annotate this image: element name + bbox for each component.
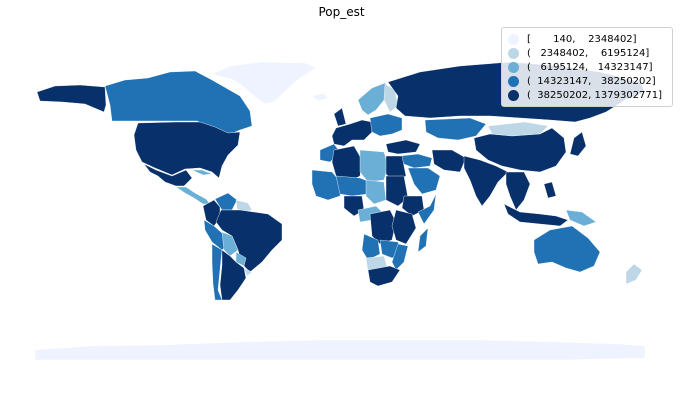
region-united-states: [133, 121, 241, 179]
region-brazil: [215, 209, 283, 273]
region-west-africa: [311, 169, 343, 201]
region-south-africa: [367, 265, 401, 287]
region-mexico: [143, 163, 193, 187]
legend-label: ( 6195124, 14323147]: [527, 61, 653, 73]
region-madagascar: [417, 227, 429, 253]
legend-label: [ 140, 2348402]: [527, 33, 637, 45]
region-turkey: [385, 139, 421, 155]
chart-title: Pop_est: [318, 5, 365, 19]
region-chad: [365, 179, 387, 205]
region-india: [463, 155, 509, 207]
legend-marker: [508, 47, 519, 59]
region-southeast-asia: [505, 171, 531, 211]
region-kazakhstan: [424, 117, 487, 141]
region-libya: [359, 149, 389, 183]
region-canada: [104, 70, 253, 136]
region-cuba: [191, 169, 213, 176]
region-japan: [569, 131, 587, 157]
region-paraguay: [235, 251, 247, 267]
region-eastern-europe: [369, 113, 403, 137]
legend-entry: ( 6195124, 14323147]: [508, 60, 653, 74]
legend: [ 140, 2348402] ( 2348402, 6195124] ( 61…: [501, 27, 673, 107]
legend-label: ( 38250202, 1379302771]: [527, 89, 663, 101]
legend-entry: ( 38250202, 1379302771]: [508, 88, 662, 102]
region-papua-new-guinea: [565, 209, 597, 227]
legend-entry: [ 140, 2348402]: [508, 32, 637, 46]
region-middle-east: [399, 153, 433, 169]
region-united-kingdom: [333, 107, 347, 127]
region-philippines: [543, 181, 557, 199]
legend-label: ( 2348402, 6195124]: [527, 47, 650, 59]
region-mozambique: [391, 243, 409, 271]
region-dr-congo: [369, 209, 397, 245]
region-argentina: [219, 249, 247, 301]
region-bolivia: [221, 231, 239, 257]
legend-marker: [508, 89, 519, 101]
region-venezuela: [214, 192, 238, 211]
region-indonesia: [503, 203, 569, 227]
legend-entry: ( 2348402, 6195124]: [508, 46, 649, 60]
region-saudi-arabia: [407, 167, 441, 195]
region-uruguay: [243, 267, 253, 277]
legend-marker: [508, 61, 519, 73]
region-western-europe: [331, 119, 373, 147]
region-antarctica: [34, 339, 646, 361]
region-iran: [431, 149, 467, 173]
legend-entry: ( 14323147, 38250202]: [508, 74, 656, 88]
legend-marker: [508, 33, 519, 45]
region-australia: [533, 225, 601, 273]
region-ethiopia: [401, 195, 425, 217]
legend-marker: [508, 75, 519, 87]
region-central-america: [175, 186, 211, 205]
region-iceland: [311, 92, 329, 102]
region-new-zealand: [625, 263, 643, 285]
region-east-africa: [391, 209, 417, 245]
region-mali-niger: [335, 175, 371, 197]
region-china: [473, 127, 567, 173]
region-chile: [211, 243, 223, 301]
legend-label: ( 14323147, 38250202]: [527, 75, 656, 87]
region-alaska: [36, 84, 107, 113]
region-somalia: [417, 193, 437, 225]
region-greenland: [211, 61, 317, 105]
